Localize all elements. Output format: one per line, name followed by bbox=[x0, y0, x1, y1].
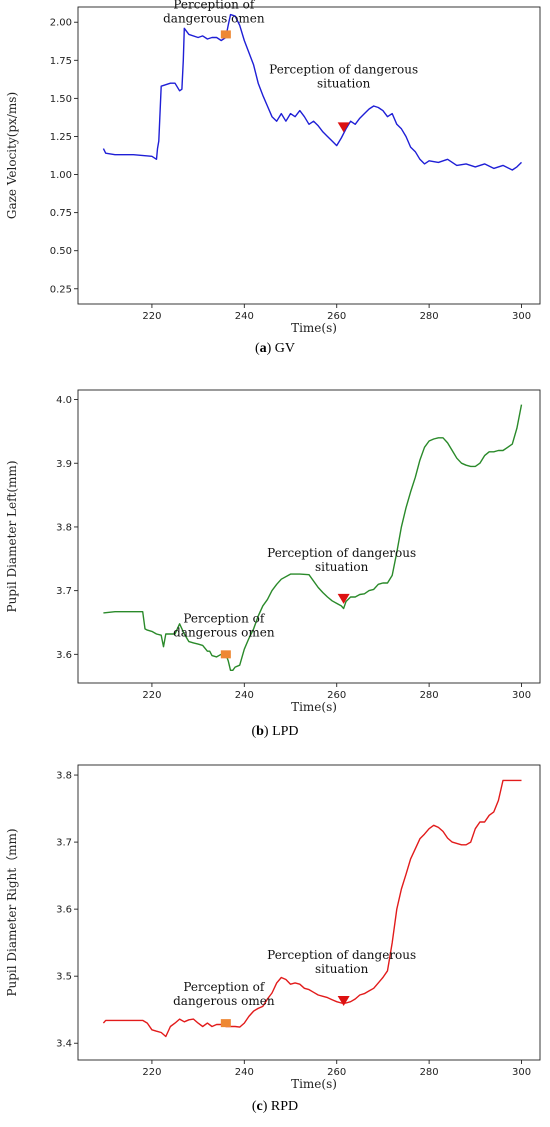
x-tick-label: 260 bbox=[327, 311, 346, 322]
x-tick-label: 240 bbox=[235, 1067, 254, 1078]
y-tick-label: 2.00 bbox=[50, 18, 72, 29]
series-line-c bbox=[102, 779, 522, 1038]
x-tick-label: 280 bbox=[420, 311, 439, 322]
y-tick-label: 3.7 bbox=[56, 838, 72, 849]
x-tick-label: 220 bbox=[142, 1067, 161, 1078]
chart-panel-a: 220 240 260 280 300 0.25 0.50 0.75 1.00 1.25 1.50 1… bbox=[5, 0, 541, 356]
annotation-label: Perception of dangerous bbox=[267, 948, 416, 962]
x-axis-label: Time(s) bbox=[291, 700, 337, 714]
caption-close-paren: ) bbox=[264, 724, 272, 739]
annotation-label: situation bbox=[315, 560, 369, 574]
y-tick-label: 3.7 bbox=[56, 586, 72, 597]
x-axis-label: Time(s) bbox=[291, 321, 337, 335]
y-tick-label: 3.8 bbox=[56, 522, 72, 533]
caption-open-paren: ( bbox=[251, 724, 256, 739]
annotation-label: dangerous omen bbox=[173, 994, 275, 1008]
x-axis-label: Time(s) bbox=[291, 1077, 337, 1091]
y-tick-label: 3.8 bbox=[56, 771, 72, 782]
situation-marker bbox=[337, 593, 350, 604]
annotation-label: Perception of bbox=[183, 980, 266, 994]
caption-close-paren: ) bbox=[263, 1099, 271, 1114]
x-tick-label: 260 bbox=[327, 1067, 346, 1078]
caption-open-paren: ( bbox=[255, 341, 260, 356]
caption-letter: c bbox=[257, 1099, 263, 1114]
y-axis-label: Pupil Diameter Right（mm) bbox=[5, 828, 19, 996]
caption-open-paren: ( bbox=[252, 1099, 257, 1114]
x-tick-label: 300 bbox=[512, 311, 531, 322]
annotation-label: situation bbox=[315, 962, 369, 976]
panel-caption: (c) RPD bbox=[252, 1099, 298, 1114]
y-tick-label: 4.0 bbox=[56, 395, 72, 406]
annotation-label: Perception of bbox=[183, 611, 266, 625]
caption-letter: b bbox=[256, 724, 264, 739]
caption-text: GV bbox=[275, 341, 295, 356]
chart-panel-c: 220 240 260 280 300 3.4 3.5 3.6 3.7 3.8 Time(s) Pup… bbox=[5, 764, 541, 1114]
series-line-b bbox=[103, 404, 523, 671]
y-tick-label: 0.75 bbox=[50, 208, 72, 219]
plot-frame bbox=[77, 389, 541, 684]
panel-caption: (b) LPD bbox=[251, 724, 298, 739]
y-tick-label: 1.00 bbox=[50, 170, 72, 181]
caption-text: RPD bbox=[271, 1099, 298, 1114]
y-tick-label: 0.25 bbox=[50, 284, 72, 295]
y-tick-label: 3.6 bbox=[56, 650, 72, 661]
situation-marker bbox=[337, 122, 350, 133]
annotation-label: dangerous omen bbox=[173, 625, 275, 639]
x-tick-label: 240 bbox=[235, 311, 254, 322]
y-tick-label: 3.6 bbox=[56, 905, 72, 916]
annotation-label: Perception of dangerous bbox=[267, 546, 416, 560]
chart-panel-b: 220 240 260 280 300 3.6 3.7 3.8 3.9 4.0 Time(s) Pup… bbox=[5, 389, 541, 739]
annotation-label: Perception of dangerous bbox=[269, 62, 418, 76]
x-tick-label: 240 bbox=[235, 690, 254, 701]
omen-marker bbox=[220, 1019, 231, 1028]
omen-marker bbox=[220, 650, 231, 659]
plot-frame bbox=[77, 764, 541, 1061]
y-tick-label: 0.50 bbox=[50, 246, 72, 257]
annotation-label: dangerous omen bbox=[163, 11, 265, 25]
x-tick-label: 300 bbox=[512, 1067, 531, 1078]
series-line-a bbox=[102, 13, 522, 171]
y-tick-label: 1.25 bbox=[50, 132, 72, 143]
y-tick-label: 3.5 bbox=[56, 972, 72, 983]
x-tick-label: 280 bbox=[420, 1067, 439, 1078]
y-tick-label: 1.50 bbox=[50, 94, 72, 105]
x-tick-label: 280 bbox=[420, 690, 439, 701]
y-axis-label: Pupil Diameter Left(mm) bbox=[5, 461, 19, 613]
caption-text: LPD bbox=[272, 724, 298, 739]
x-tick-label: 260 bbox=[327, 690, 346, 701]
x-tick-label: 300 bbox=[512, 690, 531, 701]
situation-marker bbox=[337, 996, 350, 1006]
panel-caption: (a) GV bbox=[255, 341, 295, 356]
plot-frame bbox=[77, 6, 541, 305]
caption-close-paren: ) bbox=[267, 341, 275, 356]
omen-marker bbox=[220, 30, 231, 39]
x-tick-label: 220 bbox=[142, 690, 161, 701]
annotation-label: Perception of bbox=[173, 0, 256, 11]
x-tick-label: 220 bbox=[142, 311, 161, 322]
y-tick-label: 1.75 bbox=[50, 56, 72, 67]
annotation-label: situation bbox=[317, 76, 371, 90]
y-axis-label: Gaze Velocity(px/ms) bbox=[5, 92, 19, 219]
caption-letter: a bbox=[260, 341, 267, 356]
y-tick-label: 3.9 bbox=[56, 459, 72, 470]
y-tick-label: 3.4 bbox=[56, 1039, 72, 1050]
